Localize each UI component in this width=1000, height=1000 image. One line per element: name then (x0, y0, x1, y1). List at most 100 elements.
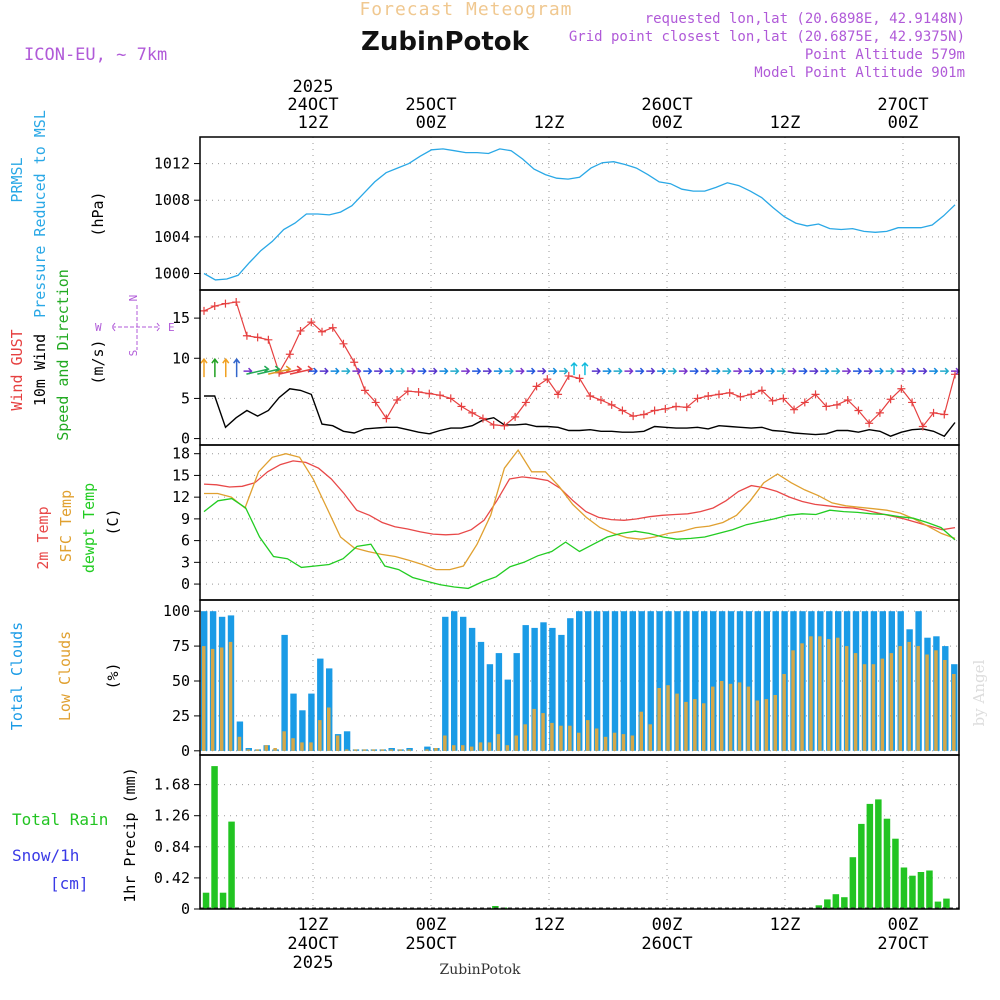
precip-bar (917, 872, 925, 909)
gust-marker (940, 410, 949, 419)
low-cloud-bar (514, 735, 518, 751)
wind-direction-arrow (493, 367, 503, 375)
gust-marker (318, 327, 327, 336)
gust-marker (800, 398, 809, 407)
top-hour-label: 12Z (770, 113, 801, 133)
precip-bar (875, 799, 882, 909)
bottom-date-label: 25OCT (405, 934, 456, 954)
sfc-temp-label: SFC Temp (57, 490, 75, 562)
low-cloud-bar (496, 734, 501, 751)
wind-direction-arrow (940, 367, 950, 375)
wind-direction-arrow (515, 367, 525, 375)
gust-marker (210, 302, 219, 311)
temp-2m-line (203, 460, 956, 536)
wind-direction-arrow (559, 367, 569, 375)
low-cloud-bar (568, 725, 572, 751)
pressure-tick-label: 1000 (154, 265, 190, 283)
compass-e: E (168, 321, 175, 334)
total-cloud-bar (772, 611, 779, 751)
temp-tick-label: 18 (172, 445, 190, 463)
total-cloud-bar (593, 611, 601, 751)
gust-marker (221, 299, 230, 308)
wind-direction-arrow (602, 367, 612, 375)
requested-coords: requested lon,lat (20.6898E, 42.9148N) (645, 11, 965, 27)
precip-bar (900, 867, 908, 909)
gust-marker (564, 371, 573, 380)
total-cloud-bar (451, 611, 458, 751)
wind-direction-arrow (765, 367, 776, 375)
gust-marker (843, 396, 852, 405)
low-cloud-bar (478, 742, 483, 751)
total-cloud-bar (602, 611, 610, 751)
low-cloud-bar (577, 732, 581, 751)
wind-direction-arrow (233, 357, 241, 378)
wind-direction-arrow (406, 367, 416, 375)
low-cloud-bar (603, 736, 608, 751)
dewpt-label: dewpt Temp (80, 483, 98, 573)
low-cloud-bar (648, 724, 652, 751)
low-cloud-bar (719, 681, 724, 751)
gust-marker (543, 375, 552, 384)
clouds-tick-label: 100 (163, 602, 190, 620)
footer-station-name: ZubinPotok (439, 962, 521, 978)
bottom-hour-label: 12Z (298, 915, 329, 935)
gust-label: Wind GUST (8, 329, 26, 410)
gust-marker (875, 408, 884, 417)
wind-direction-arrow (787, 367, 797, 375)
gust-marker (242, 331, 251, 340)
precip-bar (219, 892, 227, 909)
gust-marker (693, 394, 702, 403)
low-cloud-bar (318, 720, 322, 751)
gust-marker (339, 339, 348, 348)
precip-bar (866, 803, 874, 909)
wind-direction-arrow (548, 367, 558, 375)
gust-marker (929, 408, 938, 417)
bottom-hour-label: 00Z (416, 915, 447, 935)
gust-marker (725, 388, 734, 397)
total-cloud-bar (745, 611, 753, 751)
gust-marker (897, 384, 906, 393)
compass-w: W (95, 321, 102, 334)
precip-bar (832, 894, 840, 909)
gust-marker (629, 412, 638, 421)
low-cloud-bar (853, 653, 858, 751)
wind-direction-arrow (472, 367, 482, 375)
low-cloud-bar (443, 735, 447, 751)
snow-label: Snow/1h (12, 846, 79, 865)
total-cloud-bar (460, 616, 467, 751)
low-cloud-bar (800, 643, 804, 751)
temp-tick-label: 15 (172, 466, 190, 484)
top-date-label: 24OCT (287, 95, 338, 115)
total-cloud-bar (290, 693, 297, 751)
total-cloud-bar (611, 611, 619, 751)
temp-label: 2m Temp (34, 506, 52, 569)
wind-direction-arrow (200, 357, 208, 378)
bottom-hour-label: 12Z (770, 915, 801, 935)
wind-direction-arrow (482, 367, 493, 375)
gust-marker (350, 358, 359, 367)
low-cloud-bar (630, 735, 635, 751)
low-cloud-bar (862, 664, 867, 751)
low-cloud-bar (353, 749, 358, 751)
gust-marker (532, 382, 541, 391)
low-cloud-bar (746, 686, 751, 751)
wind-direction-arrow (820, 367, 830, 375)
wind-direction-arrow (831, 367, 841, 375)
low-cloud-bar (764, 699, 769, 751)
low-cloud-bar (702, 703, 706, 751)
low-cloud-bar (505, 745, 510, 751)
total-cloud-bar (495, 653, 503, 751)
low-cloud-bar (202, 646, 206, 751)
clouds-tick-label: 50 (172, 672, 190, 690)
wind-direction-arrow (257, 365, 281, 375)
precip-bar (824, 899, 831, 909)
total-cloud-bar (317, 658, 324, 751)
low-cloud-bar (389, 749, 393, 751)
top-hour-label: 12Z (534, 113, 565, 133)
precip-bar (926, 870, 933, 909)
wind-tick-label: 10 (172, 349, 190, 367)
clouds-tick-label: 75 (172, 637, 190, 655)
low-cloud-bar (809, 636, 813, 751)
total-cloud-bar (504, 679, 511, 751)
pressure-tick-label: 1012 (154, 155, 190, 173)
